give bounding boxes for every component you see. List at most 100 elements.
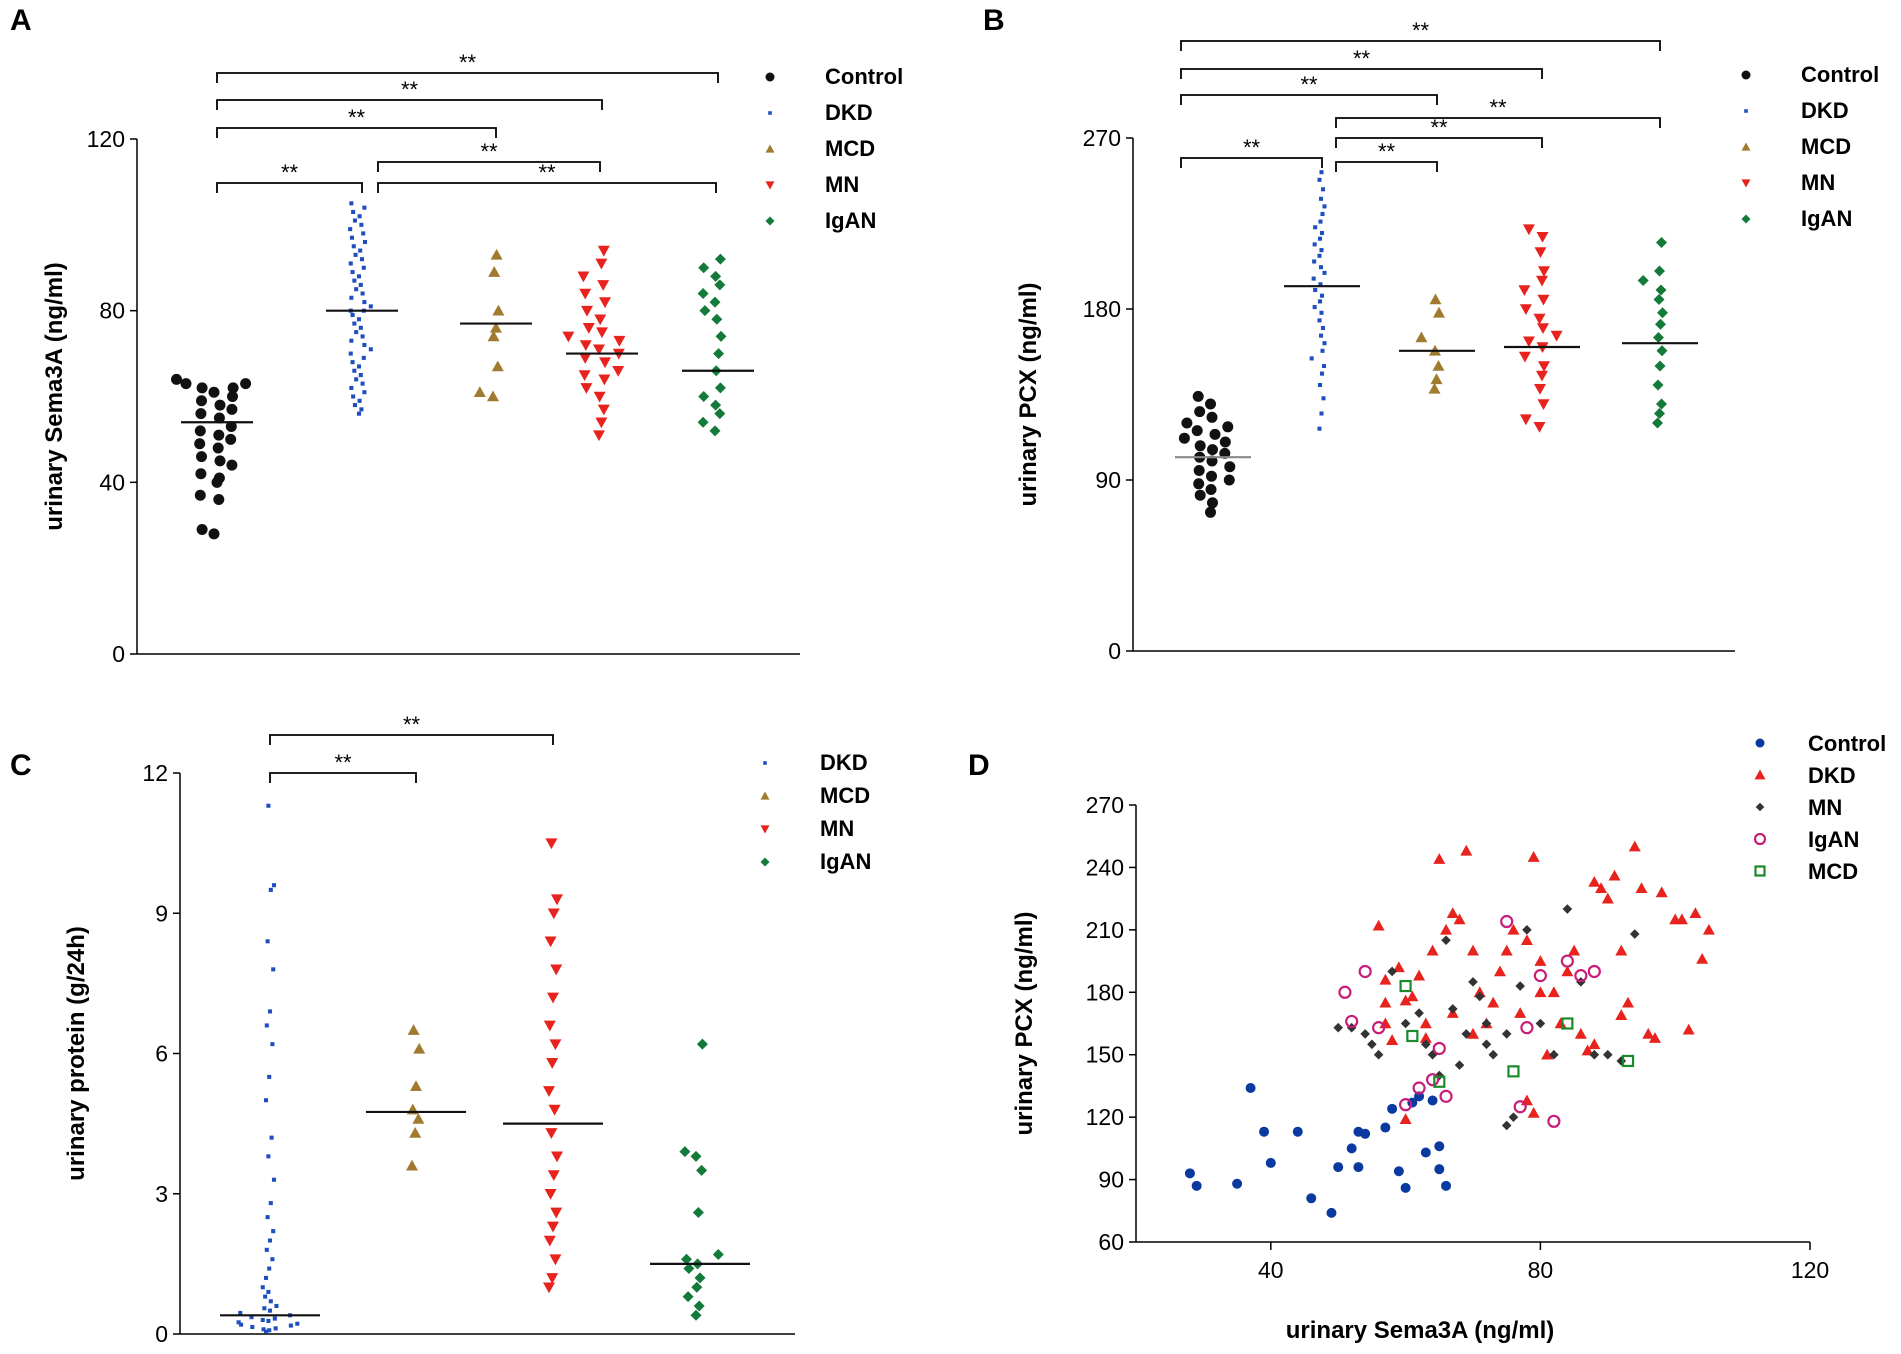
legend-label-mcd: MCD (820, 783, 870, 808)
point-dkd (1507, 923, 1520, 935)
point-mcd (487, 390, 499, 402)
point-dkd (264, 1247, 269, 1252)
point-igan (679, 1146, 691, 1158)
point-dkd (362, 300, 367, 305)
point-dkd (1493, 965, 1506, 977)
point-control (1205, 506, 1216, 518)
point-control (1207, 444, 1218, 456)
point-dkd (358, 248, 363, 253)
point-control (213, 494, 225, 505)
legend-marker-mcd (1741, 142, 1751, 151)
legend-marker-mcd (760, 791, 770, 800)
significance-bracket (216, 182, 363, 193)
point-control (1194, 489, 1206, 501)
point-dkd (270, 1042, 275, 1047)
point-dkd (1392, 961, 1405, 973)
point-dkd (1312, 259, 1317, 264)
legend-label-mn: MN (825, 172, 859, 197)
y-tick-label: 270 (1083, 125, 1121, 151)
x-tick-label: 80 (1528, 1257, 1554, 1283)
point-dkd (262, 1306, 267, 1311)
legend-marker-dkd (763, 761, 767, 765)
panel-b: B 0 90 180 270 urinary PCX (ng/ml) ** ** ** ** ** *… (983, 4, 1879, 664)
point-dkd (1615, 1009, 1628, 1020)
point-dkd (268, 1299, 273, 1304)
legend-marker-igan (1753, 832, 1767, 846)
point-control (1292, 1126, 1303, 1137)
significance-label: ** (348, 105, 366, 130)
point-igan (1653, 332, 1664, 343)
legend-label-igan: IgAN (820, 849, 871, 874)
significance-bracket (377, 182, 717, 193)
point-igan (714, 382, 726, 394)
x-tick-label: 40 (1258, 1257, 1284, 1283)
point-dkd (360, 334, 365, 339)
point-mn (1333, 1022, 1343, 1033)
point-igan (691, 1281, 703, 1293)
point-mn (1468, 977, 1478, 987)
point-mn (545, 1128, 558, 1139)
point-control (1207, 497, 1218, 509)
point-mn (1616, 1056, 1627, 1066)
point-mn (543, 1235, 556, 1247)
point-dkd (1527, 1106, 1540, 1118)
point-mn (581, 305, 593, 317)
significance-label: ** (480, 139, 498, 164)
point-mcd (410, 1080, 422, 1092)
point-dkd (352, 368, 357, 373)
point-dkd (1379, 1017, 1392, 1029)
point-mn (1522, 336, 1535, 348)
point-mn (595, 417, 608, 429)
point-dkd (1520, 1094, 1533, 1106)
point-dkd (263, 1098, 269, 1103)
point-dkd (263, 1329, 269, 1334)
point-mn (1550, 330, 1563, 342)
point-mcd (488, 266, 501, 277)
point-dkd (1500, 944, 1513, 956)
point-dkd (352, 321, 357, 326)
point-mcd (1433, 1075, 1446, 1088)
point-control (196, 451, 207, 463)
point-control (225, 433, 237, 445)
y-tick-label: 0 (112, 641, 125, 667)
y-tick-label: 90 (1098, 1167, 1124, 1193)
point-control (1400, 1182, 1411, 1193)
point-mn (1387, 966, 1397, 977)
point-dkd (1318, 196, 1324, 201)
point-mcd (1621, 1054, 1635, 1068)
point-dkd (357, 214, 362, 219)
point-dkd (1554, 1017, 1567, 1029)
significance-label: ** (538, 160, 556, 185)
point-mn (593, 430, 605, 442)
point-control (227, 391, 238, 402)
point-dkd (1317, 426, 1322, 431)
point-control (226, 403, 238, 415)
point-mn (549, 1039, 562, 1051)
point-igan (714, 253, 726, 265)
legend-marker-mcd (765, 144, 775, 153)
point-dkd (272, 1316, 277, 1321)
legend-label-mn: MN (1801, 170, 1835, 195)
legend-label-control: Control (825, 64, 903, 89)
point-dkd (1322, 341, 1327, 346)
point-dkd (1311, 276, 1316, 281)
significance-bracket (1335, 117, 1661, 128)
point-control (1232, 1178, 1243, 1189)
point-mcd (1433, 306, 1445, 318)
point-dkd (1379, 996, 1392, 1008)
y-tick-label: 60 (1098, 1229, 1124, 1255)
point-mn (551, 894, 563, 906)
point-dkd (1453, 913, 1466, 925)
point-dkd (1534, 955, 1547, 966)
point-mn (550, 1207, 563, 1219)
point-mn (596, 327, 608, 339)
point-mn (550, 964, 563, 976)
point-control (1193, 465, 1205, 476)
point-dkd (1406, 990, 1419, 1002)
point-dkd (350, 360, 355, 365)
point-dkd (274, 1303, 279, 1308)
legend-marker-mn (760, 825, 770, 834)
point-mcd (409, 1126, 422, 1138)
point-dkd (264, 1023, 269, 1028)
